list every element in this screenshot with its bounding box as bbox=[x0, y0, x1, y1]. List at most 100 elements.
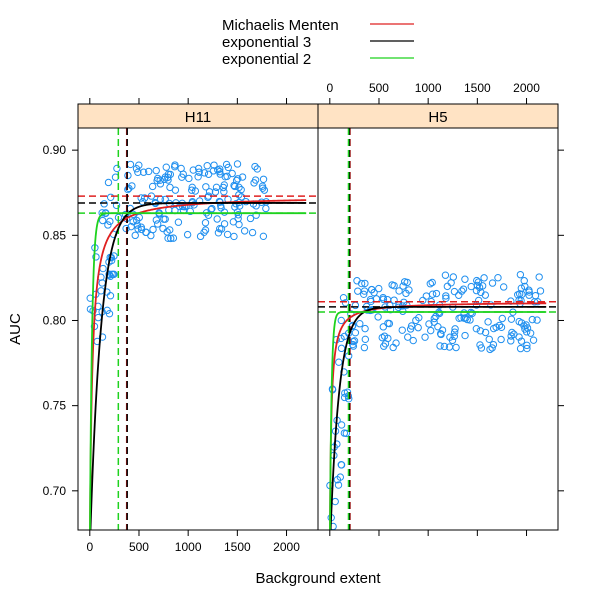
data-point-h5 bbox=[415, 313, 423, 322]
data-point-h11 bbox=[259, 232, 268, 241]
plot-border-h5 bbox=[317, 127, 559, 531]
data-point-h11 bbox=[196, 232, 205, 241]
data-point-h5 bbox=[531, 291, 540, 300]
data-point-h5 bbox=[357, 279, 366, 288]
data-point-h5 bbox=[399, 282, 407, 290]
data-point-h11 bbox=[185, 174, 193, 183]
data-point-h11 bbox=[238, 173, 247, 181]
data-point-h5 bbox=[478, 282, 487, 290]
data-point-h5 bbox=[354, 287, 362, 295]
data-point-h11 bbox=[131, 231, 139, 240]
data-point-h11 bbox=[248, 228, 257, 237]
x-tick-label-bottom: 1000 bbox=[175, 540, 202, 554]
data-point-h5 bbox=[462, 314, 470, 322]
data-point-h5 bbox=[525, 286, 533, 294]
data-point-h5 bbox=[406, 325, 415, 333]
data-point-h11 bbox=[166, 170, 175, 179]
data-point-h11 bbox=[104, 221, 112, 229]
data-point-h11 bbox=[232, 176, 241, 185]
data-point-h11 bbox=[240, 227, 249, 235]
data-point-h5 bbox=[442, 292, 450, 300]
data-point-h5 bbox=[360, 290, 368, 298]
data-point-h11 bbox=[228, 169, 236, 178]
data-point-h11 bbox=[188, 183, 196, 192]
y-axis: 0.70 0.75 0.80 0.85 0.90 bbox=[43, 143, 564, 498]
y-axis-label: AUC bbox=[7, 313, 24, 345]
data-point-h5 bbox=[378, 333, 386, 342]
data-point-h5 bbox=[459, 285, 468, 293]
data-point-h5 bbox=[419, 296, 427, 305]
data-point-h11 bbox=[163, 228, 171, 236]
data-point-h11 bbox=[216, 165, 224, 173]
data-point-h11 bbox=[216, 225, 224, 233]
data-point-h5 bbox=[450, 287, 459, 296]
x-tick-label-top: 500 bbox=[369, 81, 389, 95]
panel-h11: H11 bbox=[77, 103, 319, 531]
data-point-h11 bbox=[200, 228, 208, 237]
data-point-h11 bbox=[162, 163, 170, 171]
x-tick-label-bottom: 2000 bbox=[273, 540, 300, 554]
data-point-h5 bbox=[523, 324, 532, 332]
data-point-h5 bbox=[349, 342, 358, 350]
data-point-h5 bbox=[487, 301, 495, 309]
data-point-h11 bbox=[194, 173, 202, 181]
data-point-h5 bbox=[489, 340, 498, 349]
data-point-h11 bbox=[230, 232, 238, 241]
data-point-h5 bbox=[461, 275, 469, 283]
data-point-h5 bbox=[374, 313, 382, 321]
data-point-h11 bbox=[137, 223, 145, 231]
data-point-h11 bbox=[161, 215, 169, 223]
data-point-h5 bbox=[402, 289, 410, 298]
data-point-h11 bbox=[142, 228, 150, 237]
data-point-h11 bbox=[189, 166, 197, 174]
data-point-h11 bbox=[174, 218, 183, 226]
data-point-h5 bbox=[472, 324, 481, 333]
legend-label-1: exponential 3 bbox=[222, 34, 311, 51]
data-point-h5 bbox=[414, 323, 422, 332]
data-point-h5 bbox=[533, 316, 541, 324]
panel-h5: H5 bbox=[317, 103, 559, 531]
data-point-h5 bbox=[485, 335, 493, 343]
data-point-h11 bbox=[171, 186, 180, 194]
data-point-h11 bbox=[203, 162, 211, 170]
data-point-h5 bbox=[484, 318, 492, 326]
data-point-h5 bbox=[337, 344, 346, 353]
data-point-h11 bbox=[217, 204, 225, 212]
data-point-h5 bbox=[452, 343, 460, 352]
fit-curve-h11 bbox=[89, 212, 307, 530]
data-point-h11 bbox=[237, 186, 245, 194]
data-point-h5 bbox=[473, 276, 481, 285]
data-point-h11 bbox=[234, 175, 242, 183]
data-point-h11 bbox=[214, 229, 223, 237]
data-point-h11 bbox=[220, 208, 229, 216]
data-point-h11 bbox=[252, 211, 260, 219]
data-point-h11 bbox=[246, 214, 255, 223]
data-point-h5 bbox=[521, 282, 529, 291]
data-point-h5 bbox=[507, 337, 515, 345]
data-point-h11 bbox=[121, 210, 130, 219]
data-point-h11 bbox=[205, 188, 214, 196]
data-point-h11 bbox=[259, 184, 267, 192]
data-point-h11 bbox=[212, 183, 221, 192]
data-point-h5 bbox=[430, 318, 438, 326]
data-point-h5 bbox=[334, 481, 343, 489]
data-point-h5 bbox=[450, 328, 459, 336]
data-point-h11 bbox=[129, 218, 137, 226]
plot-border-h11 bbox=[77, 127, 319, 531]
data-point-h5 bbox=[481, 328, 490, 337]
data-point-h11 bbox=[135, 161, 143, 169]
data-point-h11 bbox=[100, 200, 108, 208]
data-point-h5 bbox=[488, 344, 496, 352]
data-point-h11 bbox=[211, 188, 220, 196]
data-point-h5 bbox=[440, 342, 449, 351]
fit-curve-h5 bbox=[329, 311, 547, 530]
data-point-h5 bbox=[480, 274, 488, 282]
x-tick-label-top: 1000 bbox=[415, 81, 442, 95]
data-point-h5 bbox=[461, 331, 469, 340]
strip-label-h11: H11 bbox=[185, 109, 211, 126]
data-point-h5 bbox=[474, 278, 483, 286]
data-point-h5 bbox=[435, 309, 444, 318]
data-point-h5 bbox=[434, 323, 442, 331]
data-point-h11 bbox=[194, 164, 203, 173]
data-point-h5 bbox=[428, 290, 437, 298]
